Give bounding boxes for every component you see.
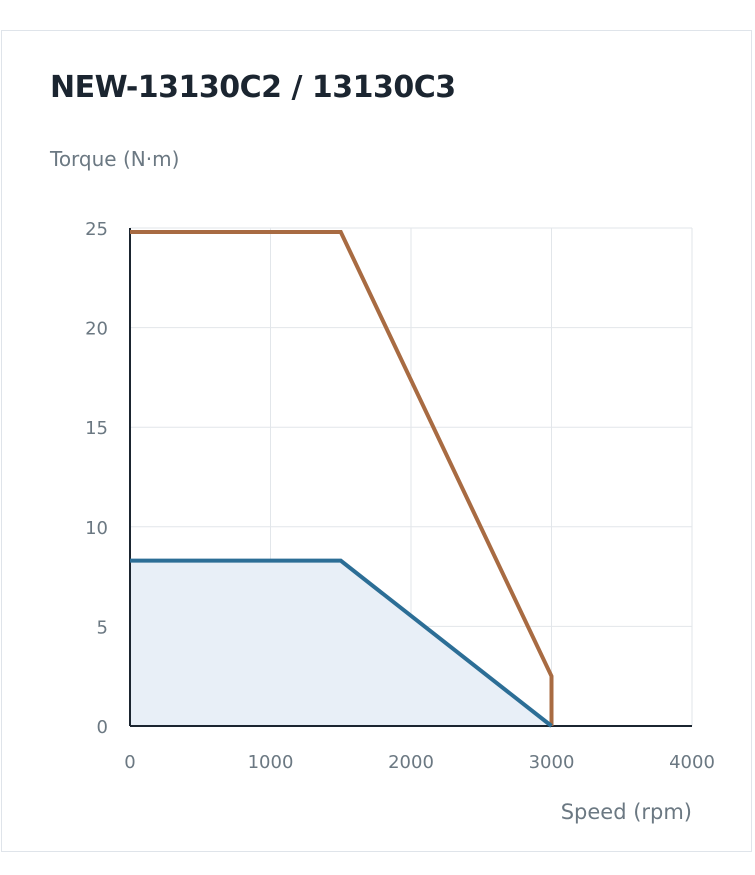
axes — [129, 228, 692, 727]
chart-title: NEW-13130C2 / 13130C3 — [50, 70, 456, 105]
series-2-line — [130, 558, 553, 728]
series-lines — [130, 229, 554, 728]
series-1-line — [130, 229, 554, 726]
y-tick-label: 0 — [97, 717, 108, 738]
x-tick-label: 2000 — [388, 752, 434, 773]
tick-labels: 0 1000 2000 3000 4000 0 5 10 15 20 25 — [85, 219, 715, 773]
y-tick-label: 15 — [85, 418, 108, 439]
x-axis-label: Speed (rpm) — [561, 800, 692, 824]
x-tick-label: 4000 — [669, 752, 715, 773]
y-axis-label: Torque (N·m) — [50, 147, 180, 171]
series-fills — [130, 560, 552, 726]
y-tick-label: 10 — [85, 518, 108, 539]
y-tick-label: 5 — [97, 617, 108, 638]
x-tick-label: 0 — [124, 752, 135, 773]
series-2-area — [130, 560, 552, 726]
x-tick-label: 1000 — [248, 752, 294, 773]
y-tick-label: 20 — [85, 319, 108, 340]
y-tick-label: 25 — [85, 219, 108, 240]
x-tick-label: 3000 — [529, 752, 575, 773]
